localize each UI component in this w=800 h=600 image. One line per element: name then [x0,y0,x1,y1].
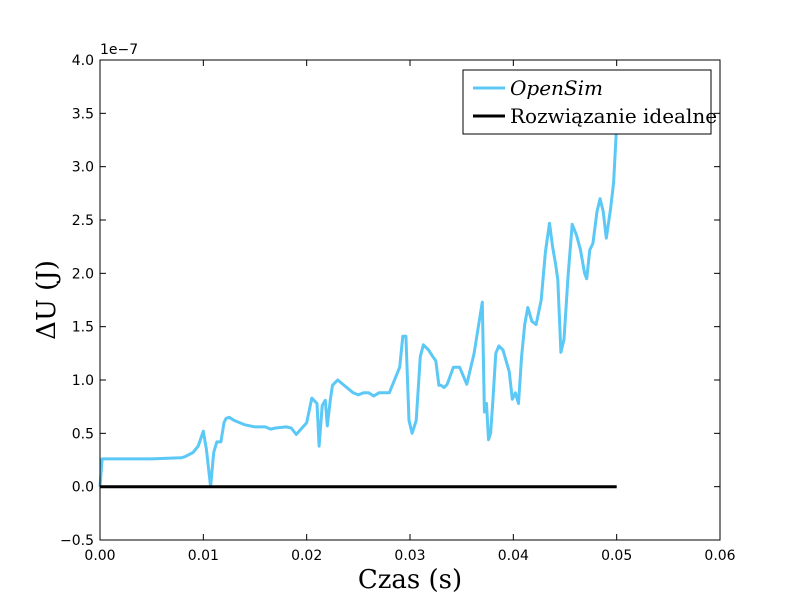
y-tick-label: 4.0 [72,53,94,69]
legend-label-opensim: OpenSim [510,76,603,100]
y-tick-label: 0.5 [72,426,94,442]
x-tick-label: 0.06 [704,548,735,564]
y-tick-label: −0.5 [60,533,94,549]
y-axis-label: ΔU (J) [32,260,62,340]
x-axis-label: Czas (s) [358,565,462,595]
x-tick-label: 0.00 [84,548,115,564]
series-layer [98,123,619,489]
y-tick-label: 2.5 [72,213,94,229]
y-tick-label: 0.0 [72,480,94,496]
y-tick-label: 3.0 [72,160,94,176]
y-tick-label: 1.5 [72,320,94,336]
y-offset-label: 1e−7 [100,42,138,58]
legend: OpenSim Rozwiązanie idealne [462,69,717,135]
x-tick-label: 0.02 [291,548,322,564]
y-tick-label: 2.0 [72,266,94,282]
legend-label-ideal: Rozwiązanie idealne [510,104,717,128]
x-tick-label: 0.03 [394,548,425,564]
series-line-opensim [98,123,619,489]
x-tick-label: 0.01 [188,548,219,564]
y-tick-label: 3.5 [72,106,94,122]
x-tick-label: 0.04 [498,548,529,564]
legend-box [462,69,712,135]
y-tick-label: 1.0 [72,373,94,389]
tick-layer: 0.00 0.01 0.02 0.03 0.04 0.05 0.06 −0.5 0.0 0.5 1.… [60,53,736,564]
x-tick-label: 0.05 [601,548,632,564]
